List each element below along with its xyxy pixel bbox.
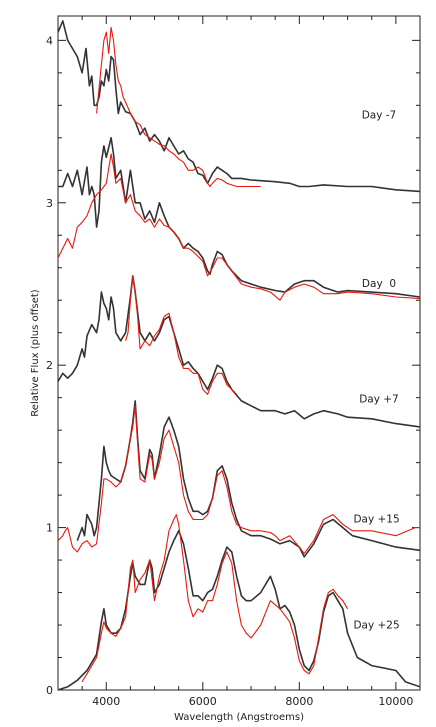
x-tick-label: 6000	[189, 695, 217, 708]
spectrum-red-0	[96, 26, 261, 188]
y-tick-label: 2	[46, 359, 53, 372]
spectrum-red-3	[58, 405, 420, 555]
epoch-label: Day -7	[362, 109, 397, 121]
x-tick-label: 4000	[92, 695, 120, 708]
spectrum-red-2	[125, 275, 237, 395]
spectra-series	[58, 20, 420, 690]
x-axis-title: Wavelength (Angstroems)	[174, 712, 304, 723]
y-tick-label: 3	[46, 197, 53, 210]
epoch-labels: Day -7 Day 0 Day +7 Day +15 Day +25	[353, 109, 399, 631]
spectrum-dark-1	[58, 137, 420, 298]
spectrum-dark-0	[58, 20, 420, 193]
spectrum-red-1	[58, 153, 420, 301]
y-tick-label: 0	[46, 684, 53, 697]
y-tick-label: 4	[46, 34, 53, 47]
spectrum-dark-2	[58, 275, 420, 428]
epoch-label: Day +7	[359, 394, 399, 406]
x-tick-label: 10000	[378, 695, 413, 708]
y-tick-label: 1	[46, 522, 53, 535]
epoch-label: Day +15	[353, 514, 399, 526]
epoch-label: Day 0	[362, 278, 396, 290]
x-tick-label: 8000	[285, 695, 313, 708]
spectrum-dark-3	[76, 400, 420, 558]
plot-frame	[57, 15, 421, 691]
epoch-label: Day +25	[353, 619, 399, 631]
axis-ticks: 4000 6000 8000 10000 0 1 2 3 4	[46, 16, 421, 708]
spectrum-red-4	[81, 514, 349, 683]
y-axis-title: Relative Flux (plus offset)	[30, 289, 41, 417]
